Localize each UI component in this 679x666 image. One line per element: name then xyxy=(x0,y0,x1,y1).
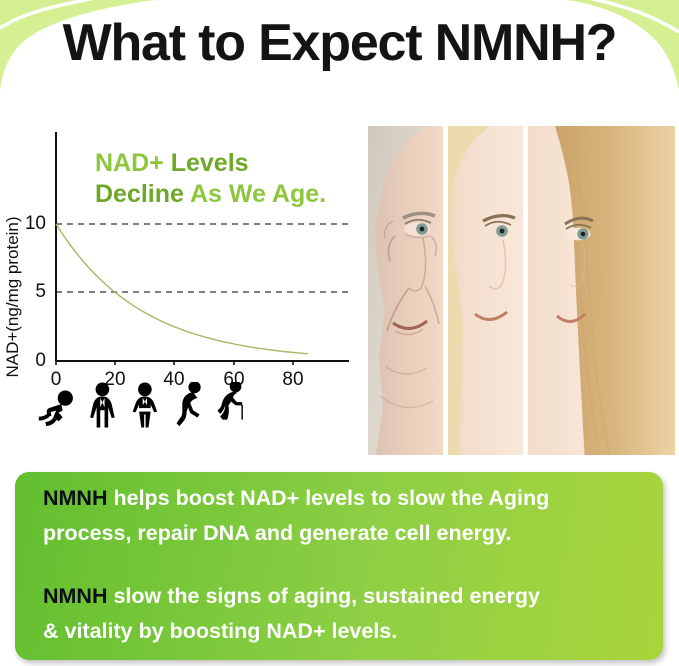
svg-text:0: 0 xyxy=(35,350,46,371)
svg-text:10: 10 xyxy=(25,213,46,234)
svg-text:5: 5 xyxy=(35,281,46,302)
svg-text:NAD+(ng/mg protein): NAD+(ng/mg protein) xyxy=(3,216,22,377)
